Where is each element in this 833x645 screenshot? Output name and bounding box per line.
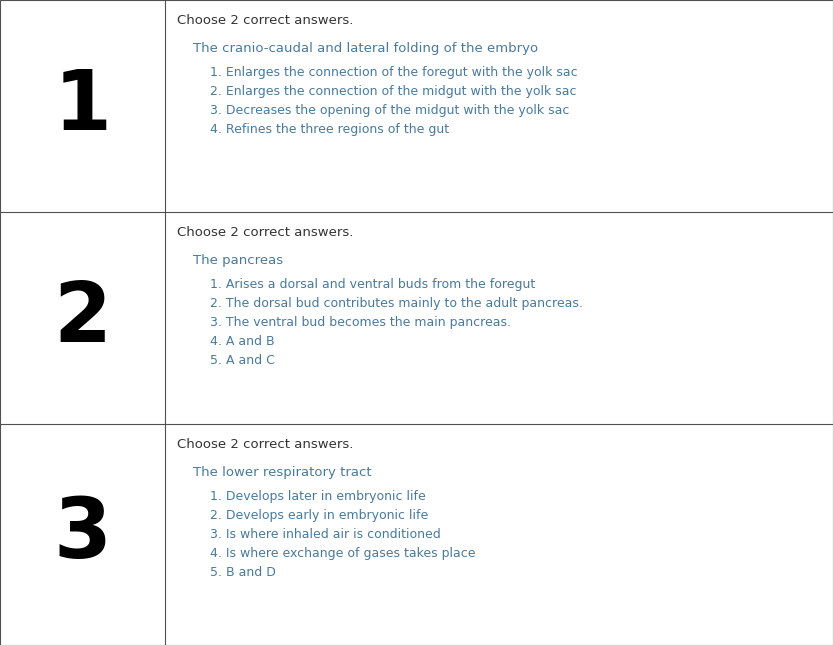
- Text: Choose 2 correct answers.: Choose 2 correct answers.: [177, 14, 353, 27]
- Text: 5. B and D: 5. B and D: [210, 566, 276, 579]
- Text: The pancreas: The pancreas: [193, 254, 283, 267]
- Text: 3. The ventral bud becomes the main pancreas.: 3. The ventral bud becomes the main panc…: [210, 316, 511, 329]
- Text: 1: 1: [53, 66, 112, 146]
- Text: 2: 2: [53, 277, 112, 359]
- Text: Choose 2 correct answers.: Choose 2 correct answers.: [177, 226, 353, 239]
- Text: 2. Develops early in embryonic life: 2. Develops early in embryonic life: [210, 509, 428, 522]
- Text: 4. Is where exchange of gases takes place: 4. Is where exchange of gases takes plac…: [210, 547, 476, 560]
- Text: 2. The dorsal bud contributes mainly to the adult pancreas.: 2. The dorsal bud contributes mainly to …: [210, 297, 583, 310]
- Text: 1. Enlarges the connection of the foregut with the yolk sac: 1. Enlarges the connection of the foregu…: [210, 66, 577, 79]
- Text: 3. Decreases the opening of the midgut with the yolk sac: 3. Decreases the opening of the midgut w…: [210, 104, 569, 117]
- Text: The lower respiratory tract: The lower respiratory tract: [193, 466, 372, 479]
- Text: 2. Enlarges the connection of the midgut with the yolk sac: 2. Enlarges the connection of the midgut…: [210, 85, 576, 98]
- Text: Choose 2 correct answers.: Choose 2 correct answers.: [177, 438, 353, 451]
- Text: 1. Develops later in embryonic life: 1. Develops later in embryonic life: [210, 490, 426, 503]
- Text: 3. Is where inhaled air is conditioned: 3. Is where inhaled air is conditioned: [210, 528, 441, 541]
- Text: 4. Refines the three regions of the gut: 4. Refines the three regions of the gut: [210, 123, 449, 136]
- Text: 5. A and C: 5. A and C: [210, 354, 275, 367]
- Text: 3: 3: [53, 494, 112, 575]
- Text: 4. A and B: 4. A and B: [210, 335, 275, 348]
- Text: The cranio-caudal and lateral folding of the embryo: The cranio-caudal and lateral folding of…: [193, 42, 538, 55]
- Text: 1. Arises a dorsal and ventral buds from the foregut: 1. Arises a dorsal and ventral buds from…: [210, 278, 535, 291]
